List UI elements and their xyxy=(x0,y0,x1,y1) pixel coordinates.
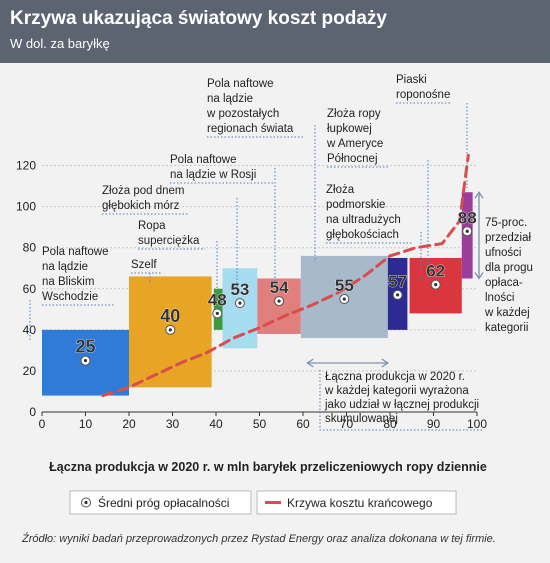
ci-note: 75-proc. przedział ufności dla progu opłaca-… xyxy=(484,217,533,334)
header-bar: Krzywa ukazująca światowy koszt podaży W… xyxy=(0,0,550,63)
ci-arrow xyxy=(474,272,484,280)
category-label: Szelf xyxy=(131,259,157,271)
y-tick-label: 20 xyxy=(23,364,37,378)
value-label: 62 xyxy=(426,262,445,281)
mean-dot-center xyxy=(342,297,346,301)
value-label: 57 xyxy=(388,272,407,291)
x-tick-label: 30 xyxy=(166,417,180,431)
x-tick-label: 60 xyxy=(296,417,310,431)
y-tick-label: 0 xyxy=(29,405,36,419)
mean-dot-center xyxy=(168,328,172,332)
legend-dot-icon-center xyxy=(84,500,88,505)
category-label: Złoża podmorskie na ultradużych głębokościa… xyxy=(326,184,401,241)
x-tick-label: 90 xyxy=(427,417,441,431)
y-tick-label: 100 xyxy=(16,200,36,214)
legend-box-line xyxy=(256,490,457,515)
value-label: 53 xyxy=(230,280,249,299)
mean-dot-center xyxy=(238,301,242,305)
marginal-cost-curve xyxy=(101,153,470,398)
ci-arrow xyxy=(474,191,484,199)
value-label: 55 xyxy=(335,276,354,295)
legend-box-dot xyxy=(69,490,252,515)
category-label: Złoża pod dnem głębokich mórz xyxy=(102,185,184,212)
chart-subtitle: W dol. za baryłkę xyxy=(10,36,110,51)
x-tick-label: 100 xyxy=(467,417,487,431)
y-tick-label: 120 xyxy=(16,159,36,173)
value-label: 88 xyxy=(458,208,477,227)
x-tick-label: 20 xyxy=(122,417,136,431)
y-tick-label: 40 xyxy=(23,323,37,337)
value-label: 54 xyxy=(270,278,289,297)
category-label: Pola naftowe na lądzie w Rosji xyxy=(170,154,256,181)
y-tick-label: 80 xyxy=(23,241,37,255)
category-label: Pola naftowe na lądzie na Bliskim Wschodzie xyxy=(42,246,109,303)
category-label: Pola naftowe na lądzie w pozostałych region… xyxy=(206,78,294,135)
mean-dot-center xyxy=(434,283,438,287)
annotation-arrow xyxy=(306,358,314,368)
mean-dot-center xyxy=(396,293,400,297)
x-tick-label: 0 xyxy=(39,417,46,431)
x-tick-label: 70 xyxy=(340,417,354,431)
mean-dot-center xyxy=(277,299,281,303)
legend-dot-label: Średni próg opłacalności xyxy=(98,495,229,510)
x-tick-label: 10 xyxy=(79,417,93,431)
annotation-arrow xyxy=(381,358,389,368)
category-label: Ropa superciężka xyxy=(138,220,200,247)
value-label: 40 xyxy=(160,306,180,326)
value-label: 25 xyxy=(75,337,95,357)
mean-dot-center xyxy=(215,311,219,316)
x-tick-label: 40 xyxy=(209,417,223,431)
mean-dot-center xyxy=(83,359,88,363)
category-label: Złoża ropy łupkowej w Ameryce Północnej xyxy=(326,108,383,165)
chart-title: Krzywa ukazująca światowy koszt podaży xyxy=(10,8,387,29)
x-axis-title: Łączna produkcja w 2020 r. w mln baryłek… xyxy=(49,460,487,474)
x-tick-label: 80 xyxy=(383,417,397,431)
y-tick-label: 60 xyxy=(23,282,37,296)
annotation-text: Łączna produkcja w 2020 r. w każdej kateg… xyxy=(324,371,479,425)
x-tick-label: 50 xyxy=(253,417,267,431)
mean-dot-center xyxy=(465,229,469,233)
value-label: 48 xyxy=(208,290,227,309)
source-note: Źródło: wyniki badań przeprowadzonych pr… xyxy=(22,533,496,545)
annotation-frame xyxy=(319,370,483,431)
category-label: Piaski roponośne xyxy=(396,74,450,101)
legend-line-label: Krzywa kosztu krańcowego xyxy=(287,496,433,510)
